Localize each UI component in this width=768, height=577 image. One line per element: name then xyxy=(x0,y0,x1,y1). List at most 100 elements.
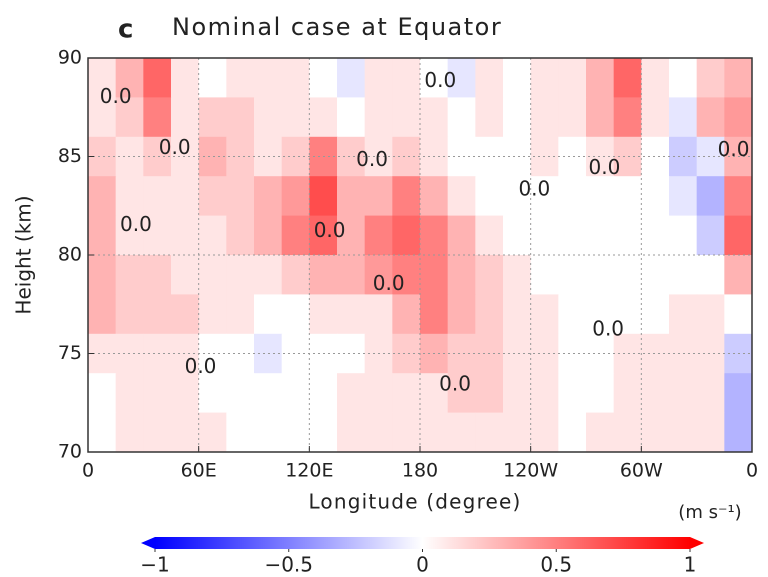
y-tick-label: 75 xyxy=(58,342,82,364)
x-tick-label: 180 xyxy=(402,460,438,482)
heat-cell xyxy=(337,255,366,295)
heat-cell xyxy=(392,412,421,453)
heat-cell xyxy=(447,333,476,374)
heat-cell xyxy=(88,373,117,414)
heat-cell xyxy=(613,373,642,414)
heat-cell xyxy=(226,136,255,177)
heat-cell xyxy=(613,294,642,335)
colorbar-under xyxy=(141,537,155,549)
heat-cell xyxy=(198,255,227,295)
heat-cell xyxy=(669,58,698,98)
heat-cell xyxy=(171,294,200,335)
heat-cell xyxy=(171,176,200,217)
heat-cell xyxy=(696,136,725,177)
heat-cell xyxy=(115,97,144,138)
heat-cell xyxy=(254,412,283,453)
heat-cell xyxy=(392,176,421,217)
contour-label: 0.0 xyxy=(592,316,624,340)
heat-cell xyxy=(503,333,532,374)
heat-cell xyxy=(171,215,200,256)
heat-cell xyxy=(364,294,393,335)
heat-cell xyxy=(143,255,172,295)
heat-cell xyxy=(530,255,559,295)
heat-cell xyxy=(641,333,670,374)
heat-cell xyxy=(254,58,283,98)
heat-cell xyxy=(613,97,642,138)
heat-cell xyxy=(254,97,283,138)
heat-cell xyxy=(337,97,366,138)
heat-cell xyxy=(724,373,753,414)
y-tick-label: 90 xyxy=(58,47,82,69)
heat-cell xyxy=(143,333,172,374)
heat-cell xyxy=(309,58,338,98)
heat-cell xyxy=(226,412,255,453)
heat-cell xyxy=(558,373,587,414)
heat-cell xyxy=(475,97,504,138)
heat-cell xyxy=(641,412,670,453)
heat-cell xyxy=(613,215,642,256)
heat-cell xyxy=(226,176,255,217)
heat-cell xyxy=(447,215,476,256)
heat-cell xyxy=(337,176,366,217)
heat-cell xyxy=(586,373,615,414)
heat-cell xyxy=(226,373,255,414)
heat-cell xyxy=(392,136,421,177)
heat-cell xyxy=(88,294,117,335)
heat-cell xyxy=(198,176,227,217)
heat-cell xyxy=(364,412,393,453)
heat-cell xyxy=(420,215,449,256)
heat-cell xyxy=(392,215,421,256)
heat-cell xyxy=(143,294,172,335)
heat-cell xyxy=(586,58,615,98)
heat-cell xyxy=(392,255,421,295)
heat-cell xyxy=(115,58,144,98)
heat-cell xyxy=(586,255,615,295)
x-tick-label: 120E xyxy=(285,460,333,482)
heat-cell xyxy=(337,215,366,256)
heat-cell xyxy=(530,58,559,98)
x-tick-label: 0 xyxy=(746,460,758,482)
heat-cell xyxy=(88,255,117,295)
contour-label: 0.0 xyxy=(314,218,346,242)
heat-cell xyxy=(641,97,670,138)
colorbar-label: (m s⁻¹) xyxy=(678,502,741,523)
contour-label: 0.0 xyxy=(100,84,132,108)
x-tick-label: 60E xyxy=(181,460,217,482)
heat-cell xyxy=(503,58,532,98)
heat-cell xyxy=(171,255,200,295)
heat-cell xyxy=(88,215,117,256)
heat-cell xyxy=(281,412,310,453)
heat-cell xyxy=(171,412,200,453)
x-tick-label: 0 xyxy=(82,460,94,482)
contour-label: 0.0 xyxy=(373,271,405,295)
heat-cell xyxy=(669,97,698,138)
heat-cell xyxy=(392,373,421,414)
heat-cell xyxy=(641,255,670,295)
heat-cell xyxy=(641,136,670,177)
contour-label: 0.0 xyxy=(185,354,217,378)
heat-cell xyxy=(364,373,393,414)
heat-cell xyxy=(696,215,725,256)
heat-cell xyxy=(669,176,698,217)
heat-cell xyxy=(420,373,449,414)
heat-cell xyxy=(724,412,753,453)
heat-cell xyxy=(447,136,476,177)
heat-cell xyxy=(558,255,587,295)
heat-cell xyxy=(171,58,200,98)
heat-cell xyxy=(447,255,476,295)
heat-cell xyxy=(724,215,753,256)
heat-cell xyxy=(696,373,725,414)
heat-cell xyxy=(198,294,227,335)
heat-cell xyxy=(171,97,200,138)
x-tick-label: 60W xyxy=(620,460,663,482)
heat-cell xyxy=(281,333,310,374)
heat-cell xyxy=(613,255,642,295)
contour-label: 0.0 xyxy=(159,135,191,159)
heat-cell xyxy=(309,97,338,138)
heat-cell xyxy=(392,58,421,98)
heat-cell xyxy=(281,215,310,256)
heat-cell xyxy=(337,294,366,335)
y-tick-label: 80 xyxy=(58,244,82,266)
heat-cell xyxy=(115,215,144,256)
heat-cell xyxy=(364,255,393,295)
